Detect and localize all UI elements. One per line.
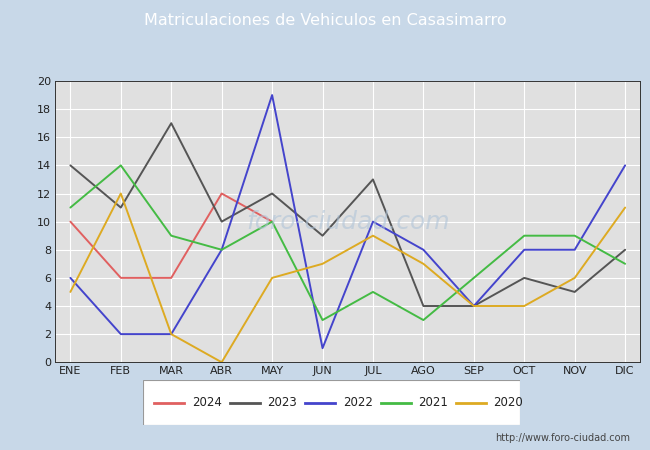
Text: 2024: 2024 <box>192 396 222 409</box>
Text: 2020: 2020 <box>493 396 523 409</box>
Text: Matriculaciones de Vehiculos en Casasimarro: Matriculaciones de Vehiculos en Casasima… <box>144 13 506 28</box>
Text: 2023: 2023 <box>267 396 297 409</box>
Text: 2021: 2021 <box>418 396 448 409</box>
Text: http://www.foro-ciudad.com: http://www.foro-ciudad.com <box>495 432 630 443</box>
Text: 2022: 2022 <box>343 396 372 409</box>
Text: foro-ciudad.com: foro-ciudad.com <box>246 210 450 234</box>
